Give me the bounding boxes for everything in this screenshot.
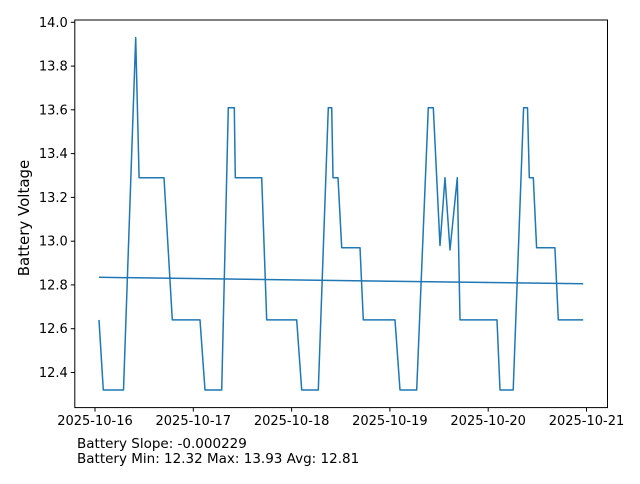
x-tick-label: 2025-10-19 xyxy=(352,414,428,429)
axes-frame xyxy=(74,19,609,409)
x-tick-label: 2025-10-20 xyxy=(450,414,526,429)
y-axis-ticks: 12.4 12.6 12.8 13.0 13.2 13.4 13.6 13.8 14.0 xyxy=(39,16,75,381)
x-tick-label: 2025-10-21 xyxy=(549,414,625,429)
y-tick-label: 13.6 xyxy=(39,103,68,118)
y-tick-label: 13.2 xyxy=(39,191,68,206)
y-axis-label: Battery Voltage xyxy=(15,160,33,277)
battery_trend-line xyxy=(98,276,584,285)
x-axis-ticks: 2025-10-16 2025-10-17 2025-10-18 2025-10-19… xyxy=(57,407,625,429)
battery-min-max-avg-text: Battery Min: 12.32 Max: 13.93 Avg: 12.81 xyxy=(77,451,359,467)
y-tick-label: 13.8 xyxy=(39,60,68,75)
battery-slope-text: Battery Slope: -0.000229 xyxy=(77,436,247,452)
y-tick-label: 12.6 xyxy=(39,322,68,337)
x-tick-label: 2025-10-18 xyxy=(254,414,330,429)
y-tick-label: 12.8 xyxy=(39,278,68,293)
y-tick-label: 13.4 xyxy=(39,147,68,162)
x-tick-label: 2025-10-16 xyxy=(57,414,133,429)
battery_voltage-line xyxy=(98,36,584,391)
y-tick-label: 14.0 xyxy=(39,16,68,31)
x-tick-label: 2025-10-17 xyxy=(156,414,232,429)
series-group xyxy=(98,36,584,391)
y-tick-label: 12.4 xyxy=(39,366,68,381)
y-tick-label: 13.0 xyxy=(39,235,68,250)
